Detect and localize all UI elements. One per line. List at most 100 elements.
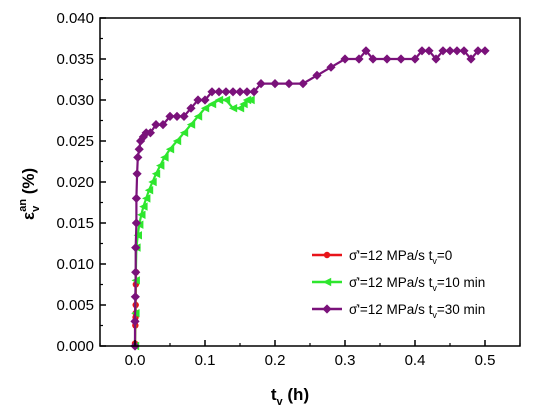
legend-item: σ̇'=12 MPa/s tv=30 min bbox=[312, 302, 485, 320]
data-point bbox=[459, 46, 469, 56]
data-point bbox=[151, 120, 161, 130]
data-point bbox=[207, 87, 217, 97]
data-point bbox=[228, 104, 238, 113]
x-axis-title: tv (h) bbox=[271, 385, 309, 408]
y-tick-label: 0.030 bbox=[56, 92, 94, 109]
data-point bbox=[298, 79, 308, 89]
data-point bbox=[137, 210, 146, 219]
x-axis: 0.0 0.1 0.2 0.3 0.4 0.5 bbox=[99, 340, 521, 369]
y-tick-label: 0.025 bbox=[56, 133, 94, 150]
data-point bbox=[431, 54, 441, 64]
legend-label-pre: σ̇'=12 MPa/s t bbox=[349, 302, 433, 317]
data-point bbox=[214, 87, 224, 97]
data-point bbox=[480, 46, 490, 56]
data-point bbox=[172, 136, 182, 146]
data-point bbox=[424, 46, 434, 56]
y-tick-label: 0.005 bbox=[56, 297, 94, 314]
data-point bbox=[246, 95, 255, 105]
legend-label-post: =0 bbox=[437, 248, 452, 263]
data-point bbox=[130, 316, 140, 326]
data-point bbox=[133, 231, 142, 240]
legend-label-sub: v bbox=[432, 256, 437, 266]
y-axis-title-main: ε bbox=[19, 212, 38, 220]
x-tick-label: 0.4 bbox=[405, 352, 426, 369]
data-point bbox=[179, 128, 189, 137]
data-point bbox=[131, 243, 141, 253]
data-point bbox=[361, 46, 371, 56]
data-point bbox=[158, 120, 168, 130]
data-point bbox=[340, 54, 350, 64]
legend-label: σ̇'=12 MPa/s tv=0 bbox=[349, 248, 452, 266]
legend-item: σ̇'=12 MPa/s tv=0 bbox=[312, 248, 452, 266]
x-tick-label: 0.0 bbox=[125, 352, 146, 369]
data-point bbox=[221, 95, 231, 105]
data-point bbox=[200, 95, 210, 105]
legend-label: σ̇'=12 MPa/s tv=10 min bbox=[349, 275, 485, 293]
data-point bbox=[132, 169, 142, 179]
data-point bbox=[417, 46, 427, 56]
series-1 bbox=[130, 95, 255, 351]
data-point bbox=[131, 267, 141, 277]
data-point bbox=[235, 104, 245, 113]
data-point bbox=[396, 54, 406, 64]
data-point bbox=[473, 46, 483, 56]
y-tick-label: 0.015 bbox=[56, 215, 94, 232]
data-point bbox=[139, 202, 148, 211]
data-point bbox=[142, 194, 151, 203]
data-point bbox=[200, 104, 210, 113]
data-point bbox=[193, 95, 203, 105]
data-point bbox=[148, 177, 157, 187]
series-line bbox=[133, 98, 251, 347]
legend-label: σ̇'=12 MPa/s tv=30 min bbox=[349, 302, 485, 320]
data-point bbox=[410, 54, 420, 64]
data-point bbox=[160, 153, 169, 162]
y-tick-label: 0.010 bbox=[56, 256, 94, 273]
data-point bbox=[452, 46, 462, 56]
y-axis-title-tail: (%) bbox=[19, 168, 38, 199]
legend-label-pre: σ̇'=12 MPa/s t bbox=[349, 275, 433, 290]
data-point bbox=[354, 54, 364, 64]
data-point bbox=[322, 277, 332, 287]
series-layer bbox=[130, 46, 490, 351]
data-point bbox=[382, 54, 392, 64]
data-point bbox=[186, 103, 196, 113]
data-point bbox=[165, 111, 175, 121]
y-axis-title: εvan (%) bbox=[17, 168, 42, 220]
x-tick-label: 0.1 bbox=[195, 352, 216, 369]
data-point bbox=[228, 87, 238, 97]
legend-label-post: =30 min bbox=[437, 302, 485, 317]
y-tick-label: 0.020 bbox=[56, 174, 94, 191]
x-tick-label: 0.5 bbox=[475, 352, 496, 369]
legend: σ̇'=12 MPa/s tv=0σ̇'=12 MPa/s tv=10 minσ… bbox=[312, 248, 485, 320]
y-tick-label: 0.040 bbox=[56, 10, 94, 27]
series-2 bbox=[130, 46, 490, 351]
data-point bbox=[144, 186, 154, 195]
y-tick-label: 0.000 bbox=[56, 338, 94, 355]
data-point bbox=[312, 70, 322, 80]
y-axis: 0.000 0.005 0.010 0.015 0.020 0.025 0.030 0.035… bbox=[56, 10, 106, 355]
data-point bbox=[323, 251, 331, 259]
data-point bbox=[221, 87, 231, 97]
data-point bbox=[186, 120, 196, 129]
data-point bbox=[242, 87, 252, 97]
data-point bbox=[151, 169, 161, 178]
data-point bbox=[172, 111, 182, 121]
data-point bbox=[326, 62, 336, 72]
data-point bbox=[131, 193, 141, 203]
legend-label-sub: v bbox=[432, 283, 437, 293]
legend-label-pre: σ̇'=12 MPa/s t bbox=[349, 248, 433, 263]
data-point bbox=[249, 87, 259, 97]
data-point bbox=[130, 292, 140, 302]
data-point bbox=[235, 87, 245, 97]
legend-item: σ̇'=12 MPa/s tv=10 min bbox=[312, 275, 485, 293]
y-axis-title-sup: an bbox=[17, 199, 29, 212]
data-point bbox=[156, 161, 165, 170]
x-tick-label: 0.2 bbox=[265, 352, 286, 369]
data-point bbox=[214, 95, 224, 105]
data-point bbox=[438, 46, 448, 56]
data-point bbox=[134, 144, 144, 154]
data-point bbox=[165, 145, 175, 154]
data-point bbox=[466, 54, 476, 64]
data-point bbox=[207, 99, 217, 109]
